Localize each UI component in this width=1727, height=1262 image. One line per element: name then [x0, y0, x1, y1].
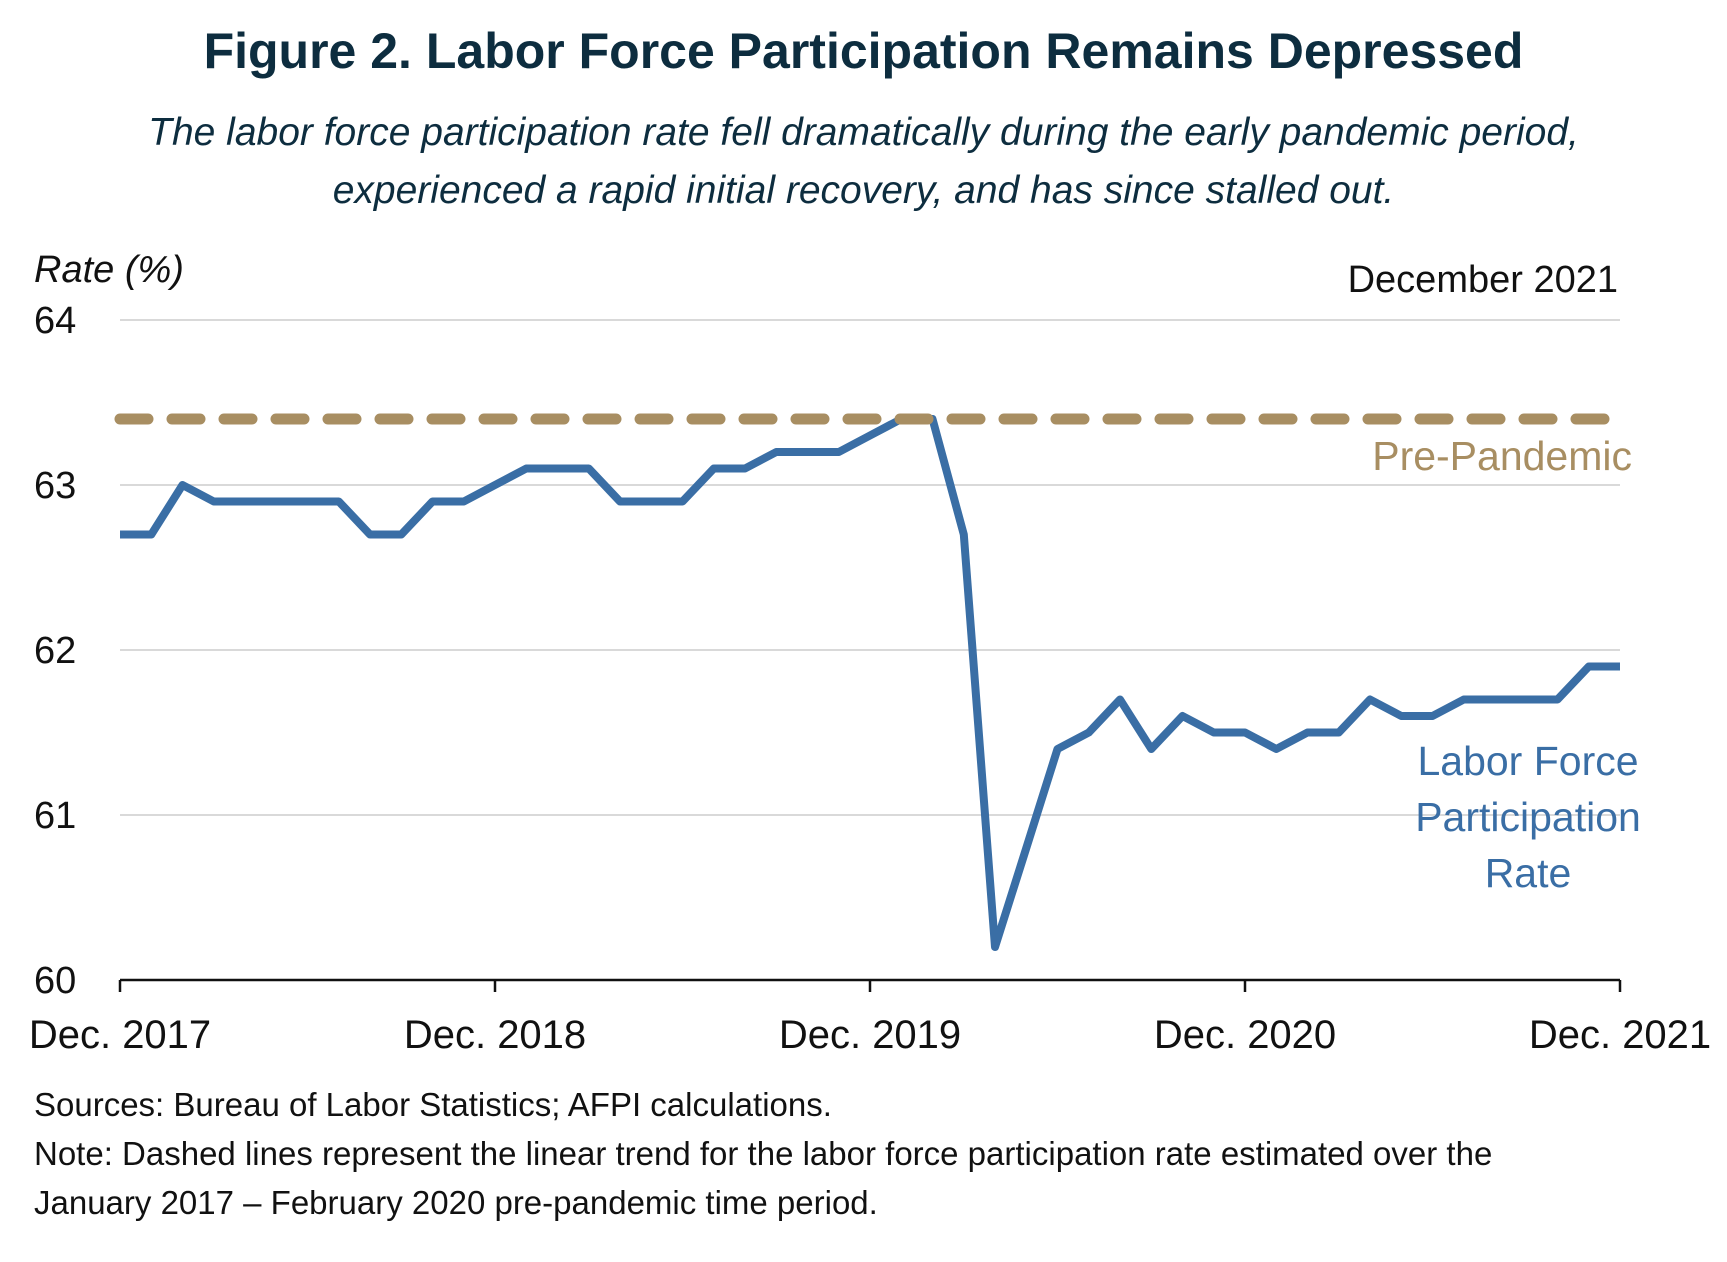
note-line-2: January 2017 – February 2020 pre-pandemi… [34, 1184, 878, 1221]
chart-title: Figure 2. Labor Force Participation Rema… [203, 23, 1524, 79]
lfpr-series-label: Labor Force [1417, 738, 1638, 784]
lfpr-series-label: Rate [1485, 850, 1572, 896]
y-tick-label: 61 [34, 795, 76, 837]
y-tick-label: 63 [34, 465, 76, 507]
y-axis-label: Rate (%) [34, 249, 184, 291]
x-tick-label: Dec. 2017 [29, 1013, 211, 1057]
sources-text: Sources: Bureau of Labor Statistics; AFP… [34, 1086, 832, 1123]
date-label: December 2021 [1348, 259, 1618, 301]
note-line-1: Note: Dashed lines represent the linear … [34, 1135, 1493, 1172]
y-tick-label: 62 [34, 630, 76, 672]
subtitle-line-1: The labor force participation rate fell … [148, 111, 1579, 154]
series-lines [114, 413, 1626, 951]
lfpr-series-label: Participation [1415, 794, 1641, 840]
y-tick-label: 64 [34, 300, 76, 342]
x-tick-label: Dec. 2019 [779, 1013, 961, 1057]
pre-pandemic-label: Pre-Pandemic [1372, 433, 1632, 479]
x-tick-labels: Dec. 2017 Dec. 2018 Dec. 2019 Dec. 2020 Dec.… [29, 1013, 1711, 1057]
y-tick-label: 60 [34, 960, 76, 1002]
y-tick-labels: 60 61 62 63 64 [34, 300, 76, 1002]
subtitle-line-2: experienced a rapid initial recovery, an… [332, 169, 1395, 212]
x-axis [118, 978, 1622, 992]
gridlines [120, 319, 1620, 816]
lfpr-series-line [120, 415, 1620, 951]
x-tick-label: Dec. 2020 [1154, 1013, 1336, 1057]
notes-block: Sources: Bureau of Labor Statistics; AFP… [34, 1080, 1714, 1227]
x-tick-label: Dec. 2021 [1529, 1013, 1711, 1057]
chart-subtitle: The labor force participation rate fell … [40, 104, 1687, 220]
series-labels: Labor Force Participation Rate Pre-Pandemic [1372, 433, 1641, 896]
x-tick-label: Dec. 2018 [404, 1013, 586, 1057]
